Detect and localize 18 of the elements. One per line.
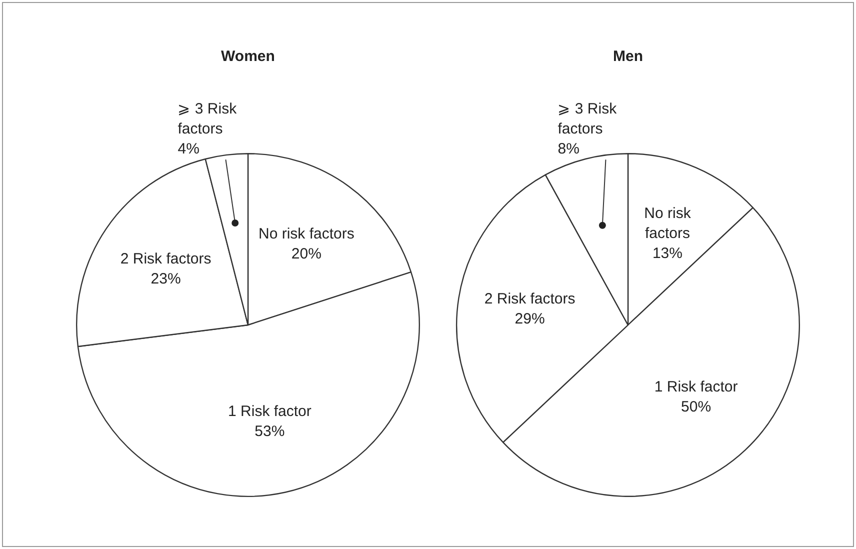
data-label: 13% [652,244,682,262]
slice-label: No risk factors [258,226,354,243]
slice-label: ⩾ 3 Risk factors [558,100,618,138]
data-label: 20% [291,246,322,263]
data-label: 4% [178,140,200,158]
slice-label: 2 Risk factors [120,250,212,268]
data-label: 8% [558,140,580,158]
data-label: 23% [150,270,181,288]
chart-title: Women [221,48,275,66]
data-label: 29% [514,310,545,328]
chart-title: Men [613,48,643,66]
slice-label: 1 Risk factor [228,403,312,420]
slice-label: No risk factors [644,204,692,242]
slice-label: 2 Risk factors [484,290,576,308]
data-label: 50% [681,398,712,416]
slice-label: ⩾ 3 Risk factors [178,100,238,138]
slice-label: 1 Risk factor [654,378,738,396]
data-label: 53% [254,423,285,440]
